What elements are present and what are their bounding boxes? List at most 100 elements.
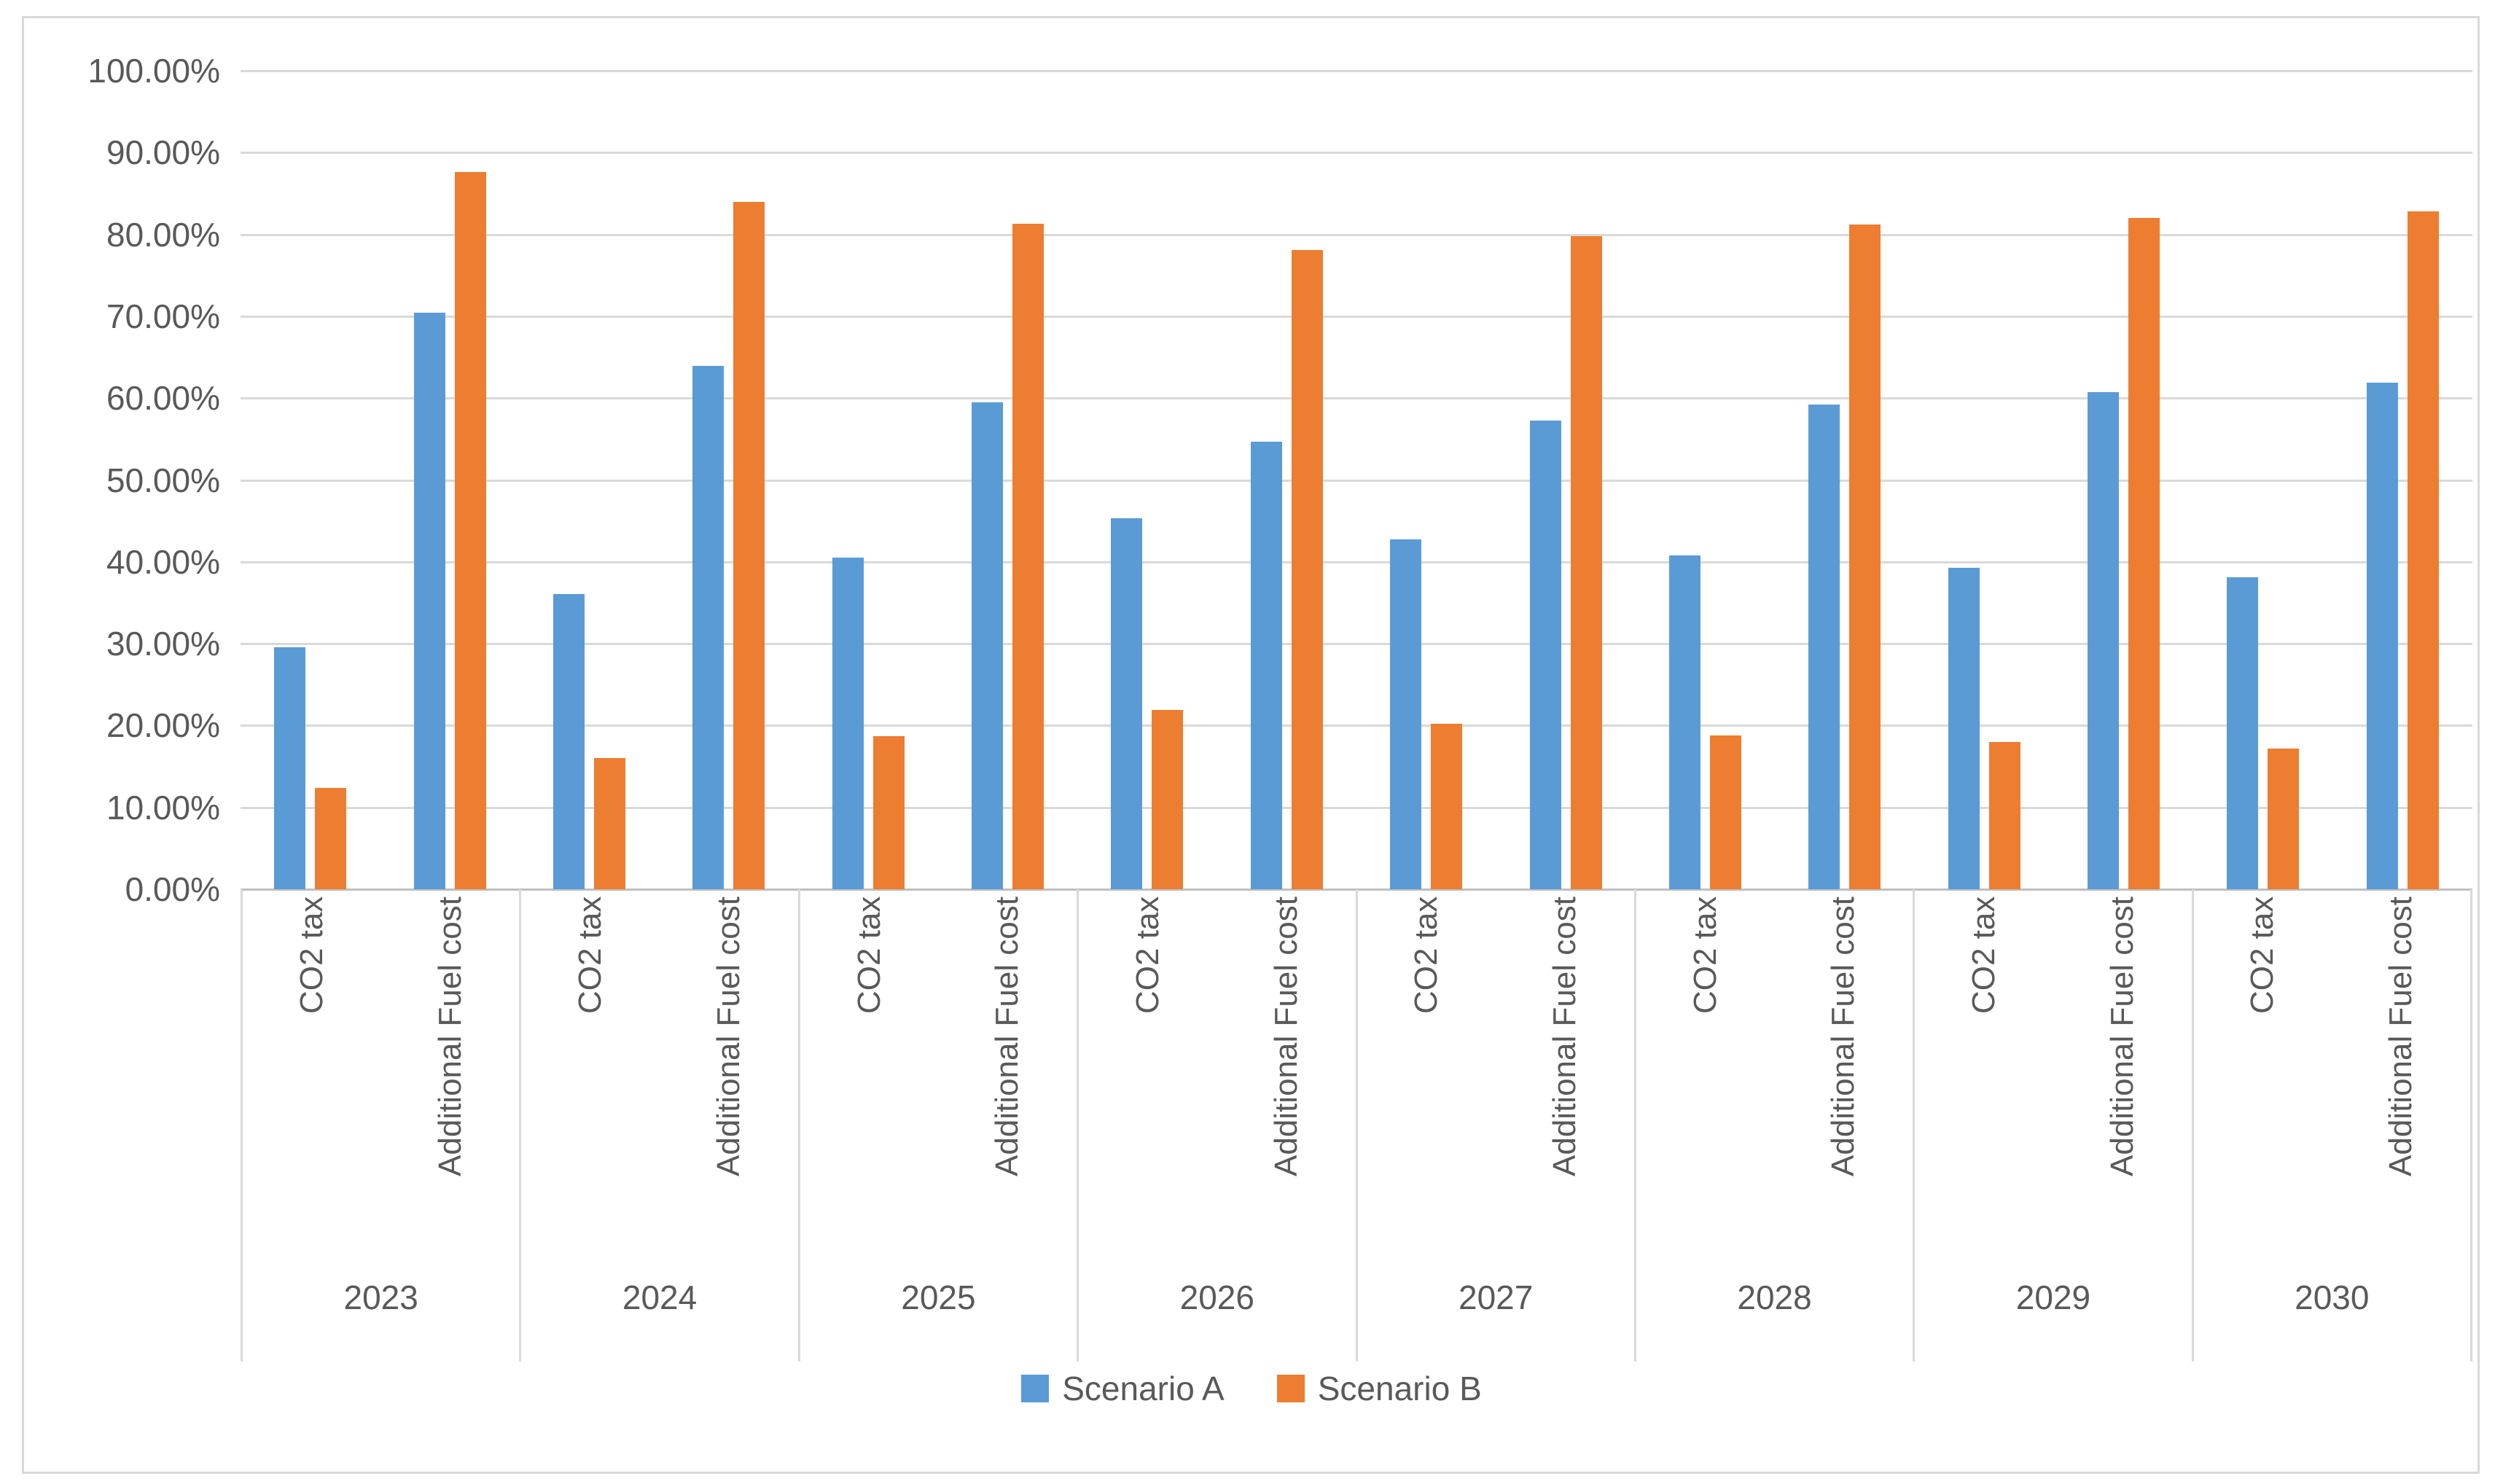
bar-slot-2030-additional-fuel-cost	[2333, 71, 2472, 889]
bar-scenario-a-2026-co2-tax	[1111, 518, 1143, 889]
gridline-70.00%	[241, 315, 2472, 318]
bar-slot-2025-co2-tax	[799, 71, 938, 889]
plot-area	[241, 70, 2472, 891]
bar-scenario-b-2025-co2-tax	[872, 736, 905, 889]
bar-scenario-a-2027-co2-tax	[1390, 539, 1422, 889]
bar-scenario-b-2023-additional-fuel-cost	[454, 172, 486, 889]
bar-scenario-b-2024-co2-tax	[593, 758, 625, 889]
bar-slot-2028-additional-fuel-cost	[1775, 71, 1914, 889]
bar-scenario-a-2023-co2-tax	[274, 647, 306, 889]
bar-group-2024	[520, 71, 799, 889]
category-group-2024: CO2 tax Additional Fuel cost 2024	[519, 889, 797, 1362]
category-labels-row-2030: CO2 tax Additional Fuel cost	[2194, 889, 2470, 1233]
year-label-2029: 2029	[2015, 1278, 2091, 1316]
year-label-2026: 2026	[1179, 1278, 1254, 1316]
category-cell-2023-co2-tax: CO2 tax	[243, 889, 381, 1233]
bar-scenario-a-2023-additional-fuel-cost	[413, 313, 445, 889]
gridline-60.00%	[241, 397, 2472, 400]
bar-slot-2029-co2-tax	[1915, 71, 2054, 889]
bar-scenario-a-2025-co2-tax	[832, 558, 864, 889]
bar-slot-2029-additional-fuel-cost	[2054, 71, 2193, 889]
category-cell-2025-additional-fuel-cost: Additional Fuel cost	[938, 889, 1077, 1233]
bar-scenario-a-2024-co2-tax	[552, 593, 585, 889]
gridline-20.00%	[241, 725, 2472, 727]
category-axis: CO2 tax Additional Fuel cost 2023 CO2 tax Ad…	[241, 889, 2472, 1362]
bar-scenario-b-2029-additional-fuel-cost	[2128, 218, 2160, 889]
category-label: CO2 tax	[1687, 897, 1723, 1015]
scenario-b-swatch-icon	[1276, 1375, 1305, 1402]
bar-group-2029	[1915, 71, 2194, 889]
category-label: Additional Fuel cost	[1268, 897, 1304, 1176]
bar-slot-2030-co2-tax	[2193, 71, 2332, 889]
y-tick-label-0.00%: 0.00%	[125, 870, 220, 908]
legend: Scenario A Scenario B	[0, 1369, 2503, 1408]
category-cell-2024-additional-fuel-cost: Additional Fuel cost	[660, 889, 798, 1233]
category-labels-row-2029: CO2 tax Additional Fuel cost	[1915, 889, 2191, 1233]
category-group-2030: CO2 tax Additional Fuel cost 2030	[2191, 889, 2472, 1362]
category-label: Additional Fuel cost	[2383, 897, 2419, 1176]
bar-scenario-a-2027-additional-fuel-cost	[1529, 420, 1561, 889]
bar-scenario-b-2028-co2-tax	[1709, 735, 1741, 889]
legend-item-scenario-a: Scenario A	[1021, 1369, 1225, 1408]
y-tick-label-90.00%: 90.00%	[106, 133, 220, 172]
gridline-90.00%	[241, 152, 2472, 155]
bar-scenario-b-2028-additional-fuel-cost	[1849, 224, 1881, 889]
gridline-30.00%	[241, 643, 2472, 646]
category-cell-2027-additional-fuel-cost: Additional Fuel cost	[1496, 889, 1634, 1233]
gridline-80.00%	[241, 233, 2472, 236]
bar-slot-2025-additional-fuel-cost	[938, 71, 1077, 889]
bar-group-2023	[241, 71, 520, 889]
gridline-10.00%	[241, 806, 2472, 809]
category-label: Additional Fuel cost	[2104, 897, 2140, 1176]
bar-scenario-b-2026-co2-tax	[1152, 710, 1184, 889]
year-label-2027: 2027	[1459, 1278, 1534, 1316]
category-label: CO2 tax	[1129, 897, 1165, 1015]
bar-scenario-a-2030-co2-tax	[2227, 577, 2259, 889]
category-cell-2028-additional-fuel-cost: Additional Fuel cost	[1775, 889, 1913, 1233]
bar-group-2025	[799, 71, 1078, 889]
bar-group-2028	[1636, 71, 1915, 889]
y-tick-label-80.00%: 80.00%	[106, 215, 220, 254]
category-group-2027: CO2 tax Additional Fuel cost 2027	[1355, 889, 1634, 1362]
bar-slot-2024-co2-tax	[520, 71, 659, 889]
scenario-a-swatch-icon	[1021, 1375, 1050, 1402]
category-label: CO2 tax	[1966, 897, 2002, 1015]
category-label: CO2 tax	[851, 897, 887, 1015]
bar-slot-2023-co2-tax	[241, 71, 380, 889]
category-label: Additional Fuel cost	[989, 897, 1026, 1176]
bar-slot-2023-additional-fuel-cost	[380, 71, 519, 889]
bar-scenario-a-2025-additional-fuel-cost	[972, 402, 1004, 889]
bar-scenario-a-2029-co2-tax	[1948, 567, 1980, 889]
category-group-2026: CO2 tax Additional Fuel cost 2026	[1077, 889, 1355, 1362]
year-label-2025: 2025	[901, 1278, 976, 1316]
gridline-50.00%	[241, 479, 2472, 482]
year-label-2028: 2028	[1737, 1278, 1812, 1316]
bar-scenario-b-2027-co2-tax	[1431, 724, 1463, 889]
category-labels-row-2024: CO2 tax Additional Fuel cost	[521, 889, 797, 1233]
category-labels-row-2025: CO2 tax Additional Fuel cost	[800, 889, 1077, 1233]
bar-scenario-a-2029-additional-fuel-cost	[2088, 392, 2120, 889]
bar-slot-2026-co2-tax	[1077, 71, 1217, 889]
y-tick-label-70.00%: 70.00%	[106, 297, 220, 335]
bar-scenario-a-2028-co2-tax	[1668, 555, 1700, 889]
category-group-2029: CO2 tax Additional Fuel cost 2029	[1913, 889, 2191, 1362]
bar-slot-2024-additional-fuel-cost	[659, 71, 798, 889]
y-tick-label-30.00%: 30.00%	[106, 625, 220, 663]
y-tick-label-20.00%: 20.00%	[106, 706, 220, 745]
gridline-40.00%	[241, 561, 2472, 563]
legend-label-scenario-a: Scenario A	[1062, 1370, 1225, 1407]
category-labels-row-2023: CO2 tax Additional Fuel cost	[243, 889, 519, 1233]
category-label: Additional Fuel cost	[1547, 897, 1583, 1176]
category-cell-2029-co2-tax: CO2 tax	[1915, 889, 2053, 1233]
category-cell-2024-co2-tax: CO2 tax	[521, 889, 660, 1233]
category-label: CO2 tax	[1408, 897, 1445, 1015]
legend-item-scenario-b: Scenario B	[1276, 1369, 1482, 1408]
bars-layer	[241, 71, 2472, 889]
category-cell-2026-co2-tax: CO2 tax	[1079, 889, 1217, 1233]
bar-slot-2027-co2-tax	[1356, 71, 1496, 889]
bar-scenario-b-2030-additional-fuel-cost	[2407, 211, 2439, 889]
category-cell-2023-additional-fuel-cost: Additional Fuel cost	[381, 889, 520, 1233]
category-cell-2027-co2-tax: CO2 tax	[1358, 889, 1496, 1233]
legend-label-scenario-b: Scenario B	[1317, 1370, 1482, 1407]
